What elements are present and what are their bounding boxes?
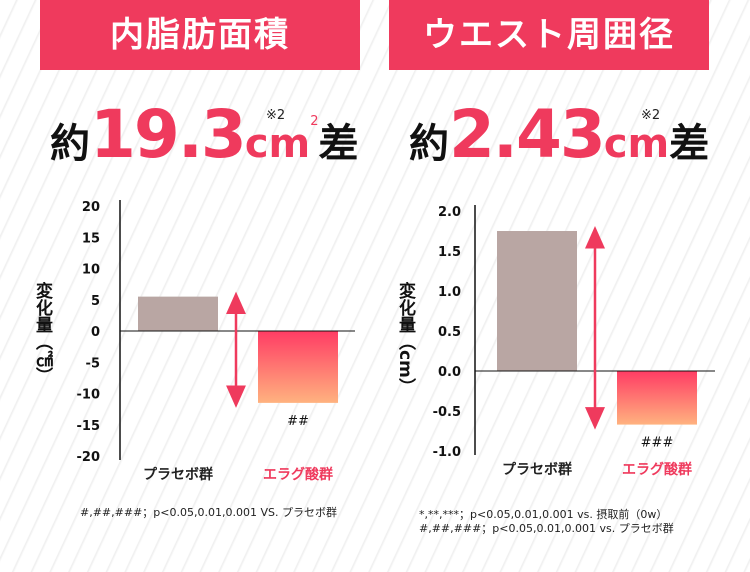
headline-suffix: 差 (318, 121, 359, 167)
bar-ellagic (617, 371, 697, 425)
y-tick-label: 15 (82, 231, 100, 246)
panel-visceral-fat: 内脂肪面積 約19.3cm2差 ※2 変化量（㎠） 20 15 10 5 0 -5 -10 -… (32, 0, 360, 519)
bar-chart: 2.0 1.5 1.0 0.5 0.0 -0.5 -1.0 ### プラセボ群 エラグ酸群 (433, 205, 715, 478)
y-tick-label: 1.5 (438, 245, 461, 260)
headline-number: 19.3 (90, 96, 247, 173)
category-label: プラセボ群 (502, 461, 572, 478)
headline-prefix: 約 (409, 121, 449, 167)
y-tick-label: 0.5 (438, 325, 461, 340)
note-reference: ※2 (641, 108, 661, 123)
category-label: エラグ酸群 (622, 461, 692, 478)
headline-unit: cm (244, 121, 311, 167)
headline-suffix: 差 (669, 121, 710, 167)
y-tick-label: -20 (77, 450, 101, 465)
y-tick-label: 10 (82, 263, 100, 278)
y-tick-label: 20 (82, 200, 100, 215)
y-tick-label: 2.0 (438, 205, 461, 220)
headline-unit: cm (603, 121, 670, 167)
y-axis-label: 変化量（㎠） (32, 282, 52, 384)
bar-placebo (497, 231, 577, 371)
footnote: #,##,###；p<0.05,0.01,0.001 vs. プラセボ群 (419, 522, 674, 535)
footnote: *,**,***；p<0.05,0.01,0.001 vs. 摂取前（0w） (419, 508, 668, 521)
y-tick-label: -15 (77, 419, 101, 434)
panel-waist: ウエスト周囲径 約2.43cm差 ※2 変化量（cm） 2.0 1.5 1.0 0.5… (375, 0, 750, 572)
y-tick-label: -5 (86, 356, 100, 371)
banner-title: ウエスト周囲径 (389, 0, 709, 70)
banner-title: 内脂肪面積 (40, 0, 360, 70)
headline-number: 2.43 (449, 96, 606, 173)
headline: 約2.43cm差 (409, 96, 709, 176)
headline-unit-sup: 2 (310, 114, 319, 129)
y-axis-label: 変化量（cm） (395, 282, 415, 395)
y-tick-label: 0.0 (438, 365, 461, 380)
y-tick-label: 1.0 (438, 285, 461, 300)
significance-mark: ### (641, 436, 674, 451)
category-label: エラグ酸群 (263, 466, 333, 483)
bar-placebo (138, 296, 218, 331)
y-tick-label: 5 (91, 294, 100, 309)
bar-ellagic (258, 331, 338, 403)
significance-mark: ## (287, 414, 309, 429)
category-label: プラセボ群 (143, 466, 213, 483)
headline: 約19.3cm2差 (50, 96, 359, 176)
y-tick-label: -1.0 (433, 445, 461, 460)
y-tick-label: 0 (91, 325, 100, 340)
note-reference: ※2 (266, 108, 286, 123)
y-tick-label: -0.5 (433, 405, 461, 420)
bar-chart: 20 15 10 5 0 -5 -10 -15 -20 ## プラセボ群 エラグ酸群 (77, 200, 355, 483)
headline-prefix: 約 (50, 121, 90, 167)
y-tick-label: -10 (77, 388, 101, 403)
footnote: #,##,###；p<0.05,0.01,0.001 VS. プラセボ群 (80, 506, 337, 519)
